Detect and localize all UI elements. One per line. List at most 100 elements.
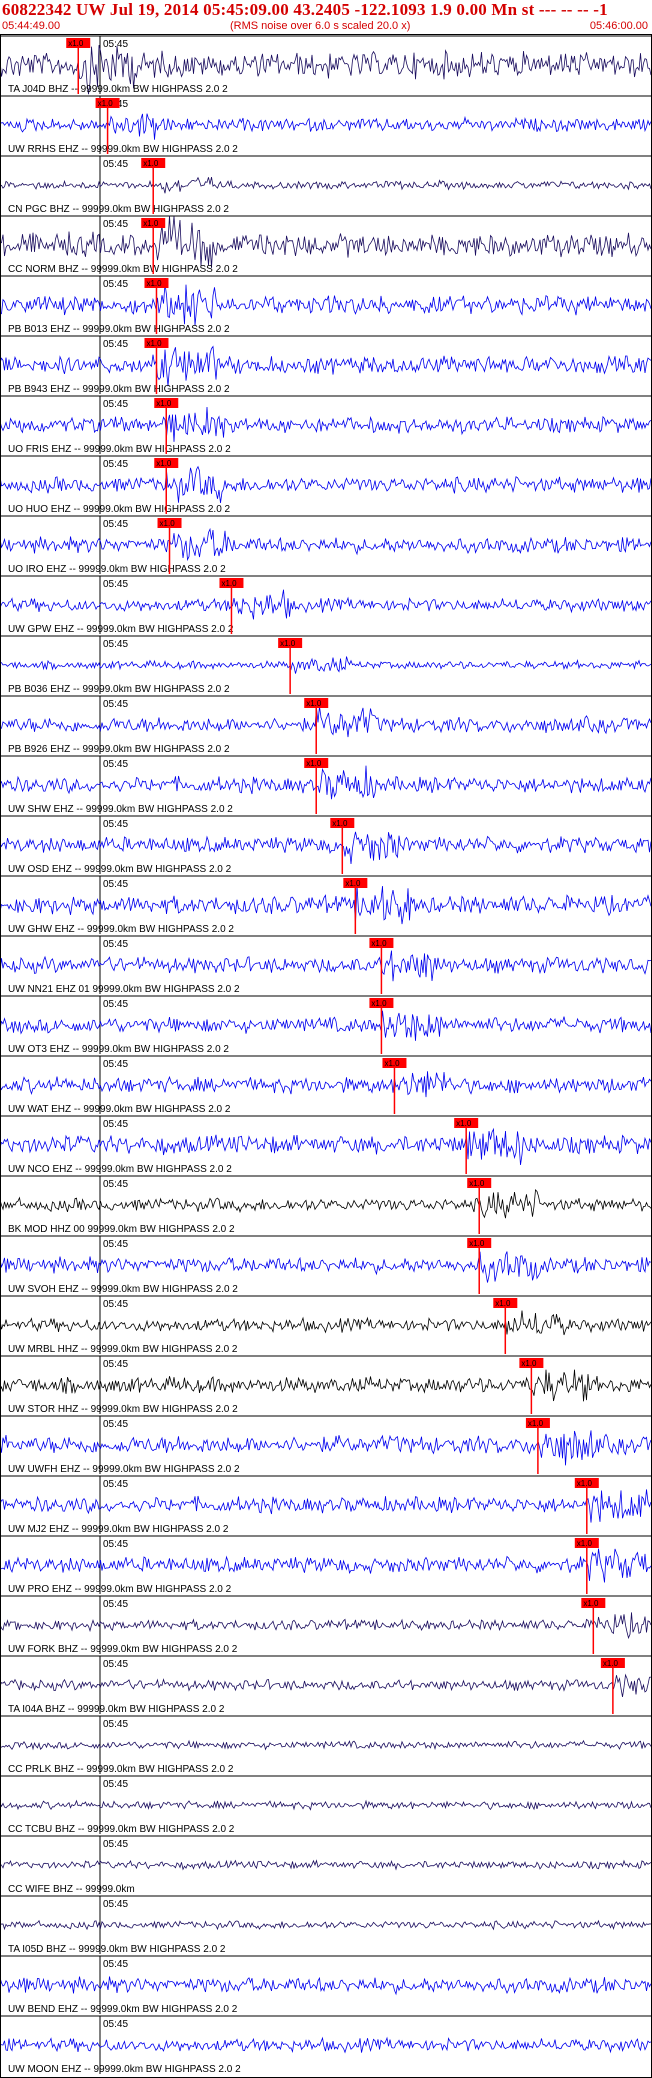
pick-box (467, 1238, 492, 1248)
waveform (0, 1010, 652, 1041)
station-label: UW SHW EHZ -- 99999.0km BW HIGHPASS 2.0 … (8, 804, 233, 815)
station-trace: 05:45 TA J04D BHZ -- 99999.0km BW HIGHPAS… (0, 35, 652, 95)
pick-box (369, 998, 394, 1008)
pick-marker: x1.0 (369, 998, 394, 1054)
pick-label: x1.0 (143, 219, 159, 228)
station-trace: 05:45 UW NCO EHZ -- 99999.0km BW HIGHPASS… (0, 1115, 652, 1175)
waveform (0, 1071, 652, 1098)
waveform (0, 465, 652, 504)
pick-marker: x1.0 (304, 698, 329, 754)
station-trace: 05:45 UO HUO EHZ -- 99999.0km BW HIGHPASS… (0, 455, 652, 515)
waveform (0, 113, 652, 140)
station-label: CC PRLK BHZ -- 99999.0km BW HIGHPASS 2.0… (8, 1764, 234, 1775)
station-label: UW FORK BHZ -- 99999.0km BW HIGHPASS 2.0… (8, 1644, 238, 1655)
pick-marker: x1.0 (278, 638, 303, 694)
waveform (0, 1310, 652, 1336)
time-tick-label: 05:45 (103, 1719, 128, 1730)
pick-marker: x1.0 (154, 398, 179, 454)
waveform (0, 1369, 652, 1402)
time-tick-label: 05:45 (103, 339, 128, 350)
pick-marker: x1.0 (467, 1178, 492, 1234)
time-tick-label: 05:45 (103, 1539, 128, 1550)
waveform (0, 406, 652, 442)
station-trace: 05:45 UW MJ2 EHZ -- 99999.0km BW HIGHPASS… (0, 1475, 652, 1535)
pick-box (144, 338, 169, 348)
pick-label: x1.0 (384, 1059, 400, 1068)
pick-box (382, 1058, 407, 1068)
pick-label: x1.0 (469, 1179, 485, 1188)
pick-marker: x1.0 (493, 1298, 518, 1354)
time-tick-label: 05:45 (103, 1239, 128, 1250)
pick-marker: x1.0 (574, 1538, 599, 1594)
station-trace: 05:45 UW WAT EHZ -- 99999.0km BW HIGHPASS… (0, 1055, 652, 1115)
station-trace: 05:45 PB B036 EHZ -- 99999.0km BW HIGHPAS… (0, 635, 652, 695)
time-tick-label: 05:45 (103, 699, 128, 710)
pick-box (278, 638, 303, 648)
time-tick-label: 05:45 (103, 1659, 128, 1670)
station-trace: 05:45 UW BEND EHZ -- 99999.0km BW HIGHPAS… (0, 1955, 652, 2015)
pick-box (454, 1118, 479, 1128)
pick-label: x1.0 (221, 579, 237, 588)
pick-label: x1.0 (371, 999, 387, 1008)
station-label: UW NCO EHZ -- 99999.0km BW HIGHPASS 2.0 … (8, 1164, 232, 1175)
waveform (0, 831, 652, 864)
waveform (0, 1859, 652, 1871)
station-label: PB B013 EHZ -- 99999.0km BW HIGHPASS 2.0… (8, 324, 230, 335)
pick-label: x1.0 (280, 639, 296, 648)
station-label: UW BEND EHZ -- 99999.0km BW HIGHPASS 2.0… (8, 2004, 238, 2015)
station-trace: 05:45 PB B926 EHZ -- 99999.0km BW HIGHPAS… (0, 695, 652, 755)
waveform (0, 45, 652, 95)
station-trace: 05:45 UW SHW EHZ -- 99999.0km BW HIGHPASS… (0, 755, 652, 815)
station-label: UW GPW EHZ -- 99999.0km BW HIGHPASS 2.0 … (8, 624, 234, 635)
pick-box (467, 1178, 492, 1188)
station-label: TA J04D BHZ -- 99999.0km BW HIGHPASS 2.0… (8, 84, 228, 95)
station-label: UW MOON EHZ -- 99999.0km BW HIGHPASS 2.0… (8, 2064, 241, 2075)
station-label: CC WIFE BHZ -- 99999.0km (8, 1884, 135, 1895)
station-trace: 05:45 CN PGC BHZ -- 99999.0km BW HIGHPASS… (0, 155, 652, 215)
station-trace: 05:45 UW UWFH EHZ -- 99999.0km BW HIGHPAS… (0, 1415, 652, 1475)
station-label: UO IRO EHZ -- 99999.0km BW HIGHPASS 2.0 … (8, 564, 226, 575)
station-label: UW PRO EHZ -- 99999.0km BW HIGHPASS 2.0 … (8, 1584, 232, 1595)
time-tick-label: 05:45 (103, 1839, 128, 1850)
pick-marker: x1.0 (66, 38, 91, 94)
seismogram-plot: 05:45 TA J04D BHZ -- 99999.0km BW HIGHPAS… (0, 34, 652, 2078)
station-label: UW MRBL HHZ -- 99999.0km BW HIGHPASS 2.0… (8, 1344, 238, 1355)
pick-marker: x1.0 (144, 338, 169, 394)
pick-box (330, 818, 355, 828)
pick-box (141, 218, 166, 228)
time-tick-label: 05:45 (103, 1959, 128, 1970)
pick-box (219, 578, 244, 588)
station-trace: 05:45 UW SVOH EHZ -- 99999.0km BW HIGHPAS… (0, 1235, 652, 1295)
waveform (0, 1548, 652, 1583)
time-tick-label: 05:45 (103, 1119, 128, 1130)
time-tick-label: 05:45 (103, 999, 128, 1010)
time-tick-label: 05:45 (103, 759, 128, 770)
waveform (0, 176, 652, 194)
pick-marker: x1.0 (369, 938, 394, 994)
pick-label: x1.0 (332, 819, 348, 828)
station-label: UW MJ2 EHZ -- 99999.0km BW HIGHPASS 2.0 … (8, 1524, 229, 1535)
waveform (0, 765, 652, 800)
plot-header: 60822342 UW Jul 19, 2014 05:45:09.00 43.… (0, 0, 652, 34)
time-tick-label: 05:45 (103, 639, 128, 650)
station-label: CC TCBU BHZ -- 99999.0km BW HIGHPASS 2.0… (8, 1824, 235, 1835)
station-label: UW STOR HHZ -- 99999.0km BW HIGHPASS 2.0… (8, 1404, 238, 1415)
station-label: UW SVOH EHZ -- 99999.0km BW HIGHPASS 2.0… (8, 1284, 238, 1295)
pick-label: x1.0 (371, 939, 387, 948)
pick-label: x1.0 (156, 399, 172, 408)
station-trace: 05:45 CC WIFE BHZ -- 99999.0km (0, 1835, 652, 1895)
waveform (0, 1739, 652, 1751)
station-trace: 05:45 CC NORM BHZ -- 99999.0km BW HIGHPAS… (0, 215, 652, 275)
time-tick-label: 05:45 (103, 1179, 128, 1190)
pick-marker: x1.0 (519, 1358, 544, 1414)
pick-marker: x1.0 (157, 518, 182, 574)
pick-label: x1.0 (469, 1239, 485, 1248)
time-tick-label: 05:45 (103, 879, 128, 890)
pick-box (154, 398, 179, 408)
station-label: UW OSD EHZ -- 99999.0km BW HIGHPASS 2.0 … (8, 864, 232, 875)
waveform (0, 345, 652, 387)
pick-box (574, 1478, 599, 1488)
pick-label: x1.0 (456, 1119, 472, 1128)
station-trace: 05:45 BK MOD HHZ 00 99999.0km BW HIGHPASS… (0, 1175, 652, 1235)
